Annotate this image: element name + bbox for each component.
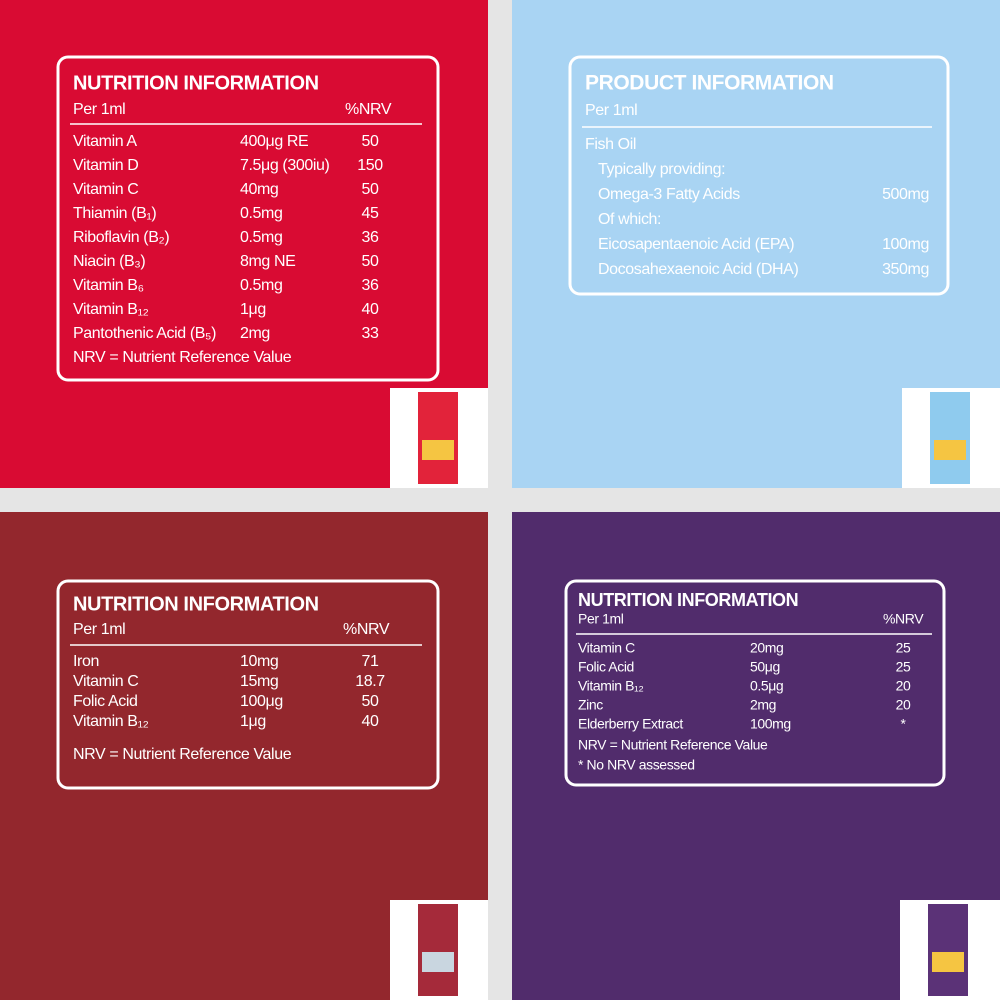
row-label: Docosahexaenoic Acid (DHA) [598,261,798,278]
row-label: Of which: [598,211,661,228]
product-image [390,388,488,488]
row-nrv: 33 [362,325,379,342]
row-amount: 15mg [240,673,278,690]
product-image [900,900,1000,1000]
row-nrv: * [900,716,906,732]
info-box [568,55,950,296]
row-label: Pantothenic Acid (B₅) [73,325,216,342]
footnote: NRV = Nutrient Reference Value [73,746,292,763]
row-label: Eicosapentaenoic Acid (EPA) [598,236,794,253]
row-label: Zinc [578,697,603,713]
row-label: Vitamin C [73,673,138,690]
row-label: Iron [73,653,99,670]
row-nrv: 40 [362,301,379,318]
row-nrv: 50 [362,253,379,270]
row-nrv: 36 [362,277,379,294]
row-nrv: 20 [896,697,911,713]
row-nrv: 20 [896,678,911,694]
box-title: NUTRITION INFORMATION [73,593,319,615]
row-amount: 500mg [882,186,929,203]
box-subtitle: Per 1ml [73,101,125,118]
row-label: Niacin (B₃) [73,253,145,270]
row-amount: 7.5μg (300iu) [240,157,329,174]
row-amount: 2mg [750,697,776,713]
row-nrv: 36 [362,229,379,246]
row-label: Vitamin B₁₂ [578,678,643,694]
row-label: Riboflavin (B₂) [73,229,169,246]
info-box [564,579,946,787]
row-label: Elderberry Extract [578,716,683,732]
info-box [56,55,440,382]
nrv-header: %NRV [883,611,924,627]
row-amount: 40mg [240,181,278,198]
row-label: Thiamin (B₁) [73,205,156,222]
row-nrv: 50 [362,181,379,198]
row-amount: 8mg NE [240,253,295,270]
footnote: NRV = Nutrient Reference Value [578,737,768,753]
row-amount: 100mg [882,236,929,253]
box-subtitle: Per 1ml [73,621,125,638]
row-nrv: 71 [362,653,379,670]
row-label: Vitamin C [73,181,138,198]
row-nrv: 40 [362,713,379,730]
row-label: Typically providing: [598,161,725,178]
row-amount: 100mg [750,716,791,732]
footnote: NRV = Nutrient Reference Value [73,349,292,366]
info-box [56,579,440,790]
row-nrv: 45 [362,205,379,222]
row-amount: 350mg [882,261,929,278]
row-nrv: 50 [362,693,379,710]
row-label: Vitamin D [73,157,138,174]
product-image [390,900,488,1000]
row-nrv: 18.7 [355,673,385,690]
row-label: Omega-3 Fatty Acids [598,186,740,203]
box-subtitle: Per 1ml [585,102,637,119]
nrv-header: %NRV [343,621,390,638]
row-nrv: 50 [362,133,379,150]
row-amount: 20mg [750,640,783,656]
box-title: NUTRITION INFORMATION [578,590,798,610]
row-nrv: 25 [896,659,911,675]
row-amount: 1μg [240,713,266,730]
box-title: NUTRITION INFORMATION [73,72,319,94]
footnote: * No NRV assessed [578,757,695,773]
row-amount: 0.5mg [240,205,282,222]
row-amount: 400μg RE [240,133,308,150]
box-title: PRODUCT INFORMATION [585,72,834,95]
row-label: Vitamin C [578,640,635,656]
row-nrv: 150 [357,157,383,174]
row-amount: 1μg [240,301,266,318]
nrv-header: %NRV [345,101,392,118]
row-amount: 50μg [750,659,780,675]
row-label: Folic Acid [578,659,634,675]
row-amount: 0.5mg [240,277,282,294]
box-subtitle: Per 1ml [578,611,624,627]
row-amount: 10mg [240,653,278,670]
row-label: Vitamin B₁₂ [73,713,149,730]
row-label: Vitamin A [73,133,137,150]
row-amount: 2mg [240,325,270,342]
row-label: Vitamin B₆ [73,277,144,294]
row-label: Fish Oil [585,136,636,153]
row-amount: 100μg [240,693,283,710]
row-label: Vitamin B₁₂ [73,301,149,318]
row-nrv: 25 [896,640,911,656]
row-label: Folic Acid [73,693,137,710]
row-amount: 0.5μg [750,678,783,694]
product-image [902,388,1000,488]
row-amount: 0.5mg [240,229,282,246]
